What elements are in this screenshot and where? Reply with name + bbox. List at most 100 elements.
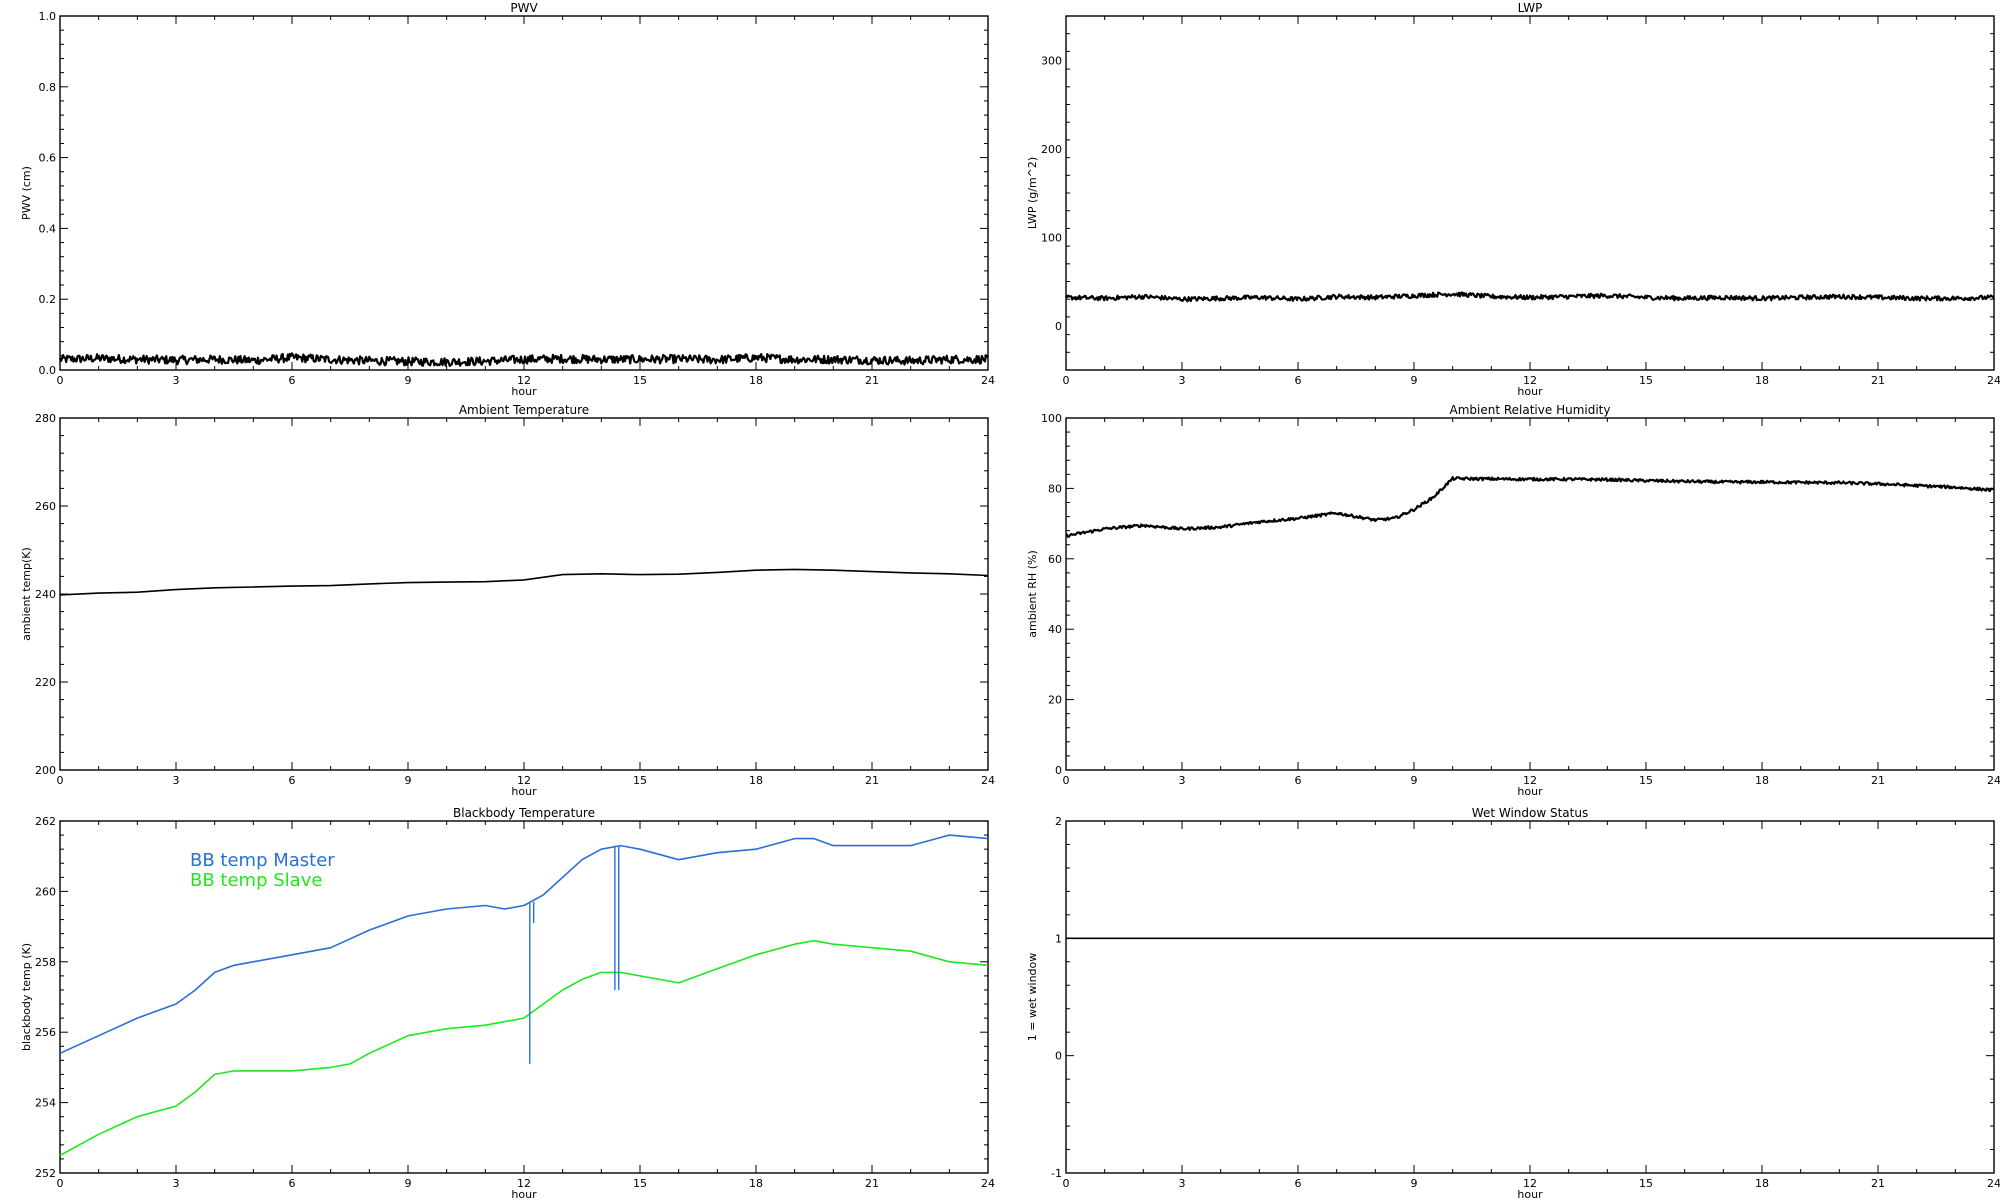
blackbody-temperature-x-tick-label: 6 <box>289 1177 296 1190</box>
wet-window-status-x-tick-label: 15 <box>1639 1177 1653 1190</box>
blackbody-temperature-x-tick-label: 12 <box>517 1177 531 1190</box>
ambient-temperature-y-axis-label: ambient temp(K) <box>20 547 33 641</box>
blackbody-temperature-x-tick-label: 18 <box>749 1177 763 1190</box>
ambient-relative-humidity-y-tick-label: 60 <box>1048 553 1062 566</box>
ambient-temperature-title: Ambient Temperature <box>459 403 589 417</box>
pwv-x-tick-label: 9 <box>405 374 412 387</box>
lwp-x-tick-label: 9 <box>1411 374 1418 387</box>
ambient-relative-humidity-x-tick-label: 24 <box>1987 774 2000 787</box>
ambient-relative-humidity-y-tick-label: 20 <box>1048 694 1062 707</box>
blackbody-temperature-y-axis-label: blackbody temp (K) <box>20 943 33 1051</box>
ambient-relative-humidity-title: Ambient Relative Humidity <box>1450 403 1611 417</box>
lwp-x-tick-label: 15 <box>1639 374 1653 387</box>
bb-temp-slave-line <box>59 939 989 1157</box>
lwp-series-line <box>1065 291 1995 303</box>
wet-window-status-x-tick-label: 6 <box>1295 1177 1302 1190</box>
lwp-x-tick-label: 6 <box>1295 374 1302 387</box>
lwp-plot-frame <box>1065 15 1995 371</box>
pwv-title: PWV <box>510 1 538 15</box>
pwv-x-tick-label: 0 <box>57 374 64 387</box>
blackbody-temperature-y-tick-label: 254 <box>35 1097 56 1110</box>
ambient-temperature-y-tick-label: 260 <box>35 500 56 513</box>
bb-temp-master-line <box>59 834 989 1055</box>
ambient-temperature-x-tick-label: 9 <box>405 774 412 787</box>
ambient-temperature-x-tick-label: 0 <box>57 774 64 787</box>
lwp-y-tick-label: 200 <box>1041 143 1062 156</box>
ambient-relative-humidity-x-tick-label: 15 <box>1639 774 1653 787</box>
lwp-y-tick-label: 100 <box>1041 231 1062 244</box>
pwv-plot-frame <box>59 15 989 371</box>
ambient-relative-humidity-plot-frame <box>1065 417 1995 771</box>
pwv-y-axis-label: PWV (cm) <box>20 166 33 220</box>
ambient-relative-humidity-x-axis-label: hour <box>1517 785 1543 798</box>
ambient-temperature-x-tick-label: 21 <box>865 774 879 787</box>
lwp-x-tick-label: 21 <box>1871 374 1885 387</box>
lwp-y-tick-label: 300 <box>1041 54 1062 67</box>
blackbody-temperature-x-axis-label: hour <box>511 1188 537 1200</box>
pwv-y-tick-label: 0.2 <box>39 293 57 306</box>
pwv-y-tick-label: 0.4 <box>39 222 57 235</box>
legend-bb-temp-master: BB temp Master <box>190 850 335 871</box>
ambient-relative-humidity-x-tick-label: 18 <box>1755 774 1769 787</box>
lwp-panel: 0 3 6 9 12 15 18 21 24 0 100 200 300 LWP hour LWP (g/m^… <box>1026 1 2000 398</box>
lwp-x-tick-label: 12 <box>1523 374 1537 387</box>
ambient-relative-humidity-x-tick-label: 12 <box>1523 774 1537 787</box>
pwv-y-tick-label: 1.0 <box>39 10 57 23</box>
blackbody-temperature-x-tick-label: 24 <box>981 1177 995 1190</box>
pwv-x-tick-label: 24 <box>981 374 995 387</box>
blackbody-temperature-y-tick-label: 258 <box>35 956 56 969</box>
legend-bb-temp-slave: BB temp Slave <box>190 870 322 891</box>
ambient-temperature-x-axis-label: hour <box>511 785 537 798</box>
ambient-temperature-x-tick-label: 18 <box>749 774 763 787</box>
ambient-relative-humidity-x-tick-label: 9 <box>1411 774 1418 787</box>
pwv-x-axis-label: hour <box>511 385 537 398</box>
ambient-temperature-x-tick-label: 6 <box>289 774 296 787</box>
ambient-relative-humidity-panel: 0 3 6 9 12 15 18 21 24 0 20 40 60 80 100 Ambient Relati… <box>1026 403 2000 798</box>
blackbody-temperature-x-tick-label: 15 <box>633 1177 647 1190</box>
blackbody-temperature-y-tick-label: 252 <box>35 1167 56 1180</box>
pwv-y-tick-label: 0.6 <box>39 152 57 165</box>
wet-window-status-x-tick-label: 24 <box>1987 1177 2000 1190</box>
lwp-x-tick-label: 18 <box>1755 374 1769 387</box>
wet-window-status-y-tick-label: -1 <box>1051 1167 1062 1180</box>
blackbody-temperature-x-tick-label: 3 <box>173 1177 180 1190</box>
ambient-relative-humidity-x-tick-label: 6 <box>1295 774 1302 787</box>
ambient-temperature-plot-frame <box>59 417 989 771</box>
wet-window-status-x-tick-label: 12 <box>1523 1177 1537 1190</box>
blackbody-temperature-x-tick-label: 0 <box>57 1177 64 1190</box>
ambient-temperature-x-tick-label: 15 <box>633 774 647 787</box>
blackbody-temperature-panel: 0 3 6 9 12 15 18 21 24 252 254 256 258 260 262 Blackbod… <box>20 806 995 1200</box>
ambient-temperature-x-tick-label: 24 <box>981 774 995 787</box>
ambient-temperature-x-tick-label: 3 <box>173 774 180 787</box>
ambient-temperature-series-line <box>59 568 989 596</box>
ambient-relative-humidity-x-tick-label: 21 <box>1871 774 1885 787</box>
blackbody-temperature-title: Blackbody Temperature <box>453 806 595 820</box>
wet-window-status-y-tick-label: 0 <box>1055 1050 1062 1063</box>
lwp-y-tick-label: 0 <box>1055 320 1062 333</box>
wet-window-status-x-tick-label: 18 <box>1755 1177 1769 1190</box>
blackbody-temperature-x-tick-label: 9 <box>405 1177 412 1190</box>
blackbody-temperature-y-tick-label: 262 <box>35 815 56 828</box>
ambient-temperature-y-tick-label: 200 <box>35 764 56 777</box>
wet-window-status-x-tick-label: 9 <box>1411 1177 1418 1190</box>
pwv-x-tick-label: 12 <box>517 374 531 387</box>
ambient-relative-humidity-y-axis-label: ambient RH (%) <box>1026 550 1039 638</box>
lwp-x-axis-label: hour <box>1517 385 1543 398</box>
wet-window-status-x-tick-label: 3 <box>1179 1177 1186 1190</box>
pwv-x-tick-label: 15 <box>633 374 647 387</box>
pwv-panel: 0 3 6 9 12 15 18 21 24 0.0 0.2 0.4 0.6 0.8 1.0 PWV hour P… <box>20 1 995 398</box>
pwv-x-tick-label: 18 <box>749 374 763 387</box>
wet-window-status-y-tick-label: 1 <box>1055 932 1062 945</box>
wet-window-status-x-axis-label: hour <box>1517 1188 1543 1200</box>
wet-window-status-x-tick-label: 21 <box>1871 1177 1885 1190</box>
pwv-x-tick-label: 21 <box>865 374 879 387</box>
ambient-temperature-y-tick-label: 280 <box>35 412 56 425</box>
ambient-temperature-panel: 0 3 6 9 12 15 18 21 24 200 220 240 260 280 Ambient Tem… <box>20 403 995 798</box>
ambient-relative-humidity-series-line <box>1065 476 1995 538</box>
wet-window-status-title: Wet Window Status <box>1472 806 1588 820</box>
wet-window-status-x-tick-label: 0 <box>1063 1177 1070 1190</box>
ambient-temperature-y-tick-label: 240 <box>35 588 56 601</box>
lwp-x-tick-label: 24 <box>1987 374 2000 387</box>
ambient-relative-humidity-x-tick-label: 3 <box>1179 774 1186 787</box>
